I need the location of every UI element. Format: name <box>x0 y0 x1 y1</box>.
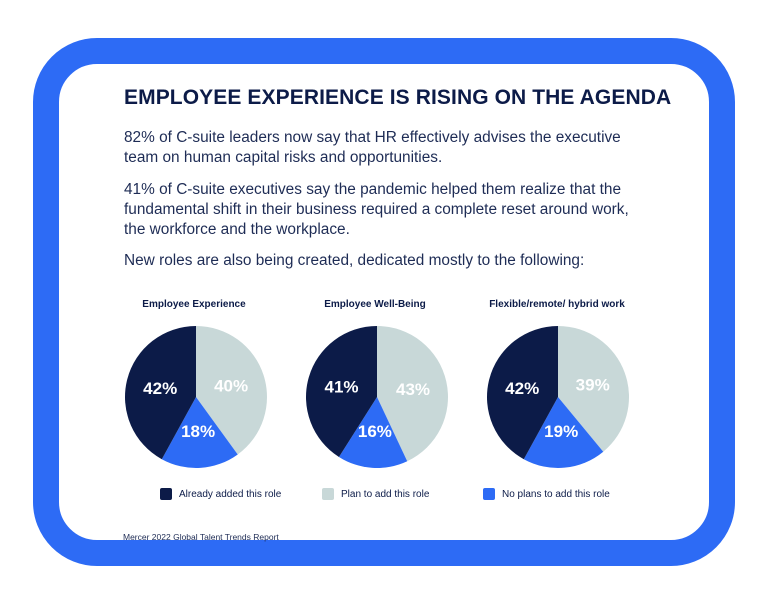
pie-flexible-work-slice-already-added <box>487 326 558 460</box>
pie-employee-experience-label-plan-to-add: 40% <box>214 377 248 396</box>
legend-swatch-already-added <box>160 488 172 500</box>
pie-employee-experience-label-no-plans: 18% <box>181 422 215 441</box>
pie-title-employee-experience: Employee Experience <box>142 299 246 310</box>
paragraph-pandemic-reset: 41% of C-suite executives say the pandem… <box>124 181 629 238</box>
pie-employee-well-being-slice-no-plans <box>338 397 408 468</box>
legend-label-plan-to-add: Plan to add this role <box>341 488 430 500</box>
paragraph-hr-advises: 82% of C-suite leaders now say that HR e… <box>124 129 621 166</box>
legend-item-already-added: Already added this role <box>160 488 281 500</box>
legend-label-already-added: Already added this role <box>179 488 282 500</box>
pie-flexible-work-label-already-added: 42% <box>505 379 539 398</box>
pie-flexible-work-slice-plan-to-add <box>558 326 630 452</box>
pie-employee-well-being-label-plan-to-add: 43% <box>396 380 430 399</box>
pie-employee-experience-slice-plan-to-add <box>196 326 267 455</box>
card-frame <box>33 38 735 566</box>
pie-employee-well-being-label-already-added: 41% <box>324 378 358 397</box>
pie-flexible-work-label-no-plans: 19% <box>544 422 578 441</box>
legend-swatch-no-plans <box>483 488 495 500</box>
page-title: EMPLOYEE EXPERIENCE IS RISING ON THE AGE… <box>124 86 672 109</box>
legend-item-plan-to-add: Plan to add this role <box>322 488 429 500</box>
pie-employee-well-being-label-no-plans: 16% <box>358 422 392 441</box>
legend-swatch-plan-to-add <box>322 488 334 500</box>
pie-employee-well-being-slice-plan-to-add <box>377 326 448 462</box>
pie-flexible-work-label-plan-to-add: 39% <box>576 376 610 395</box>
pie-title-flexible-work: Flexible/remote/ hybrid work <box>489 299 625 310</box>
paragraph-new-roles: New roles are also being created, dedica… <box>124 252 585 269</box>
legend-label-no-plans: No plans to add this role <box>502 488 610 500</box>
pie-employee-experience-label-already-added: 42% <box>143 379 177 398</box>
source-note: Mercer 2022 Global Talent Trends Report <box>123 532 279 542</box>
pie-employee-well-being-slice-already-added <box>305 326 377 457</box>
pie-employee-experience-slice-no-plans <box>161 397 238 468</box>
pie-title-employee-well-being: Employee Well-Being <box>324 299 426 310</box>
legend-item-no-plans: No plans to add this role <box>483 488 610 500</box>
pie-flexible-work-slice-no-plans <box>523 397 604 469</box>
pie-employee-experience-slice-already-added <box>125 326 196 460</box>
